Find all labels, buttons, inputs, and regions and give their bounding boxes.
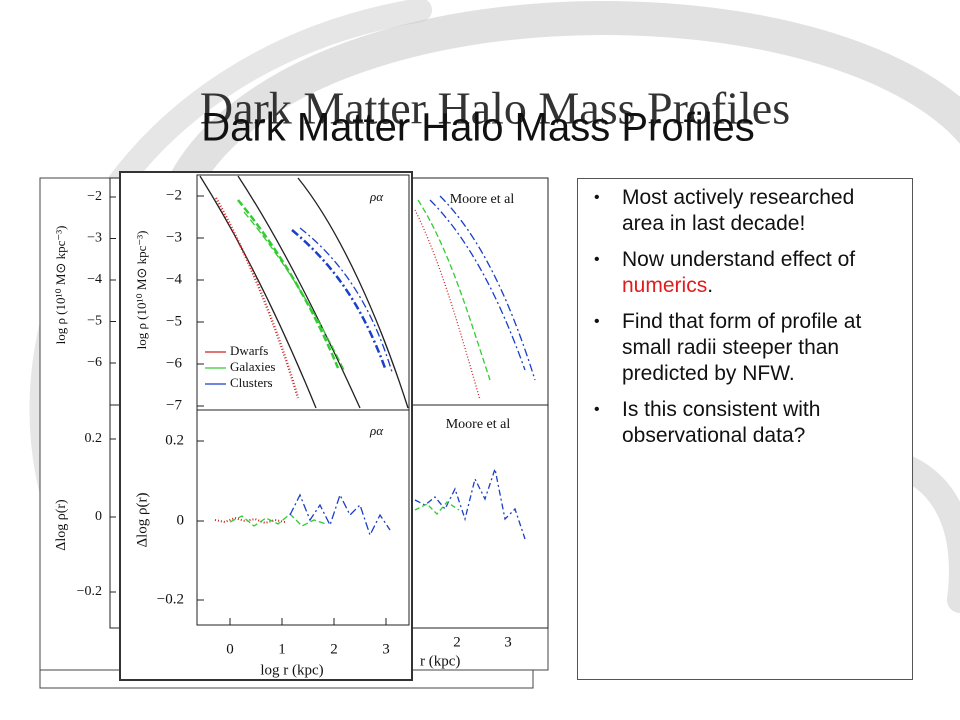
y-axis-label: Δlog ρ(r) — [54, 499, 69, 551]
bullet-text: Find that form of profile at small radii… — [622, 310, 862, 385]
y-axis-label: log ρ (10¹⁰ M⊙ kpc⁻³) — [53, 226, 68, 345]
y-tick-label: −4 — [87, 272, 102, 287]
y-tick-label: −3 — [166, 229, 182, 245]
y-tick-label: −4 — [166, 271, 182, 287]
y-tick-label: 0 — [95, 509, 102, 524]
x-axis-label: log r (kpc) — [260, 662, 323, 678]
bullet-text: Is this consistent with observational da… — [622, 398, 821, 447]
bullet: Most actively researched area in last de… — [594, 185, 902, 237]
back-left-figure: −2 −3 −4 −5 −6 0.2 0 −0.2 log ρ (10¹⁰ M⊙ kpc⁻³) Δ… — [53, 189, 116, 599]
y-axis-label: Δlog ρ(r) — [134, 492, 150, 547]
bullet-text: . — [707, 274, 714, 297]
x-tick-label: 0 — [226, 641, 234, 657]
bullet-text: Most actively researched area in last de… — [622, 186, 855, 235]
bullet-list: Most actively researched area in last de… — [588, 185, 902, 449]
x-tick-label: 3 — [382, 641, 390, 657]
bullet: Now understand effect of numerics. — [594, 247, 902, 299]
y-tick-label: −7 — [166, 397, 182, 413]
figure-frame — [119, 171, 413, 681]
y-tick-label: 0 — [177, 512, 185, 528]
x-tick-label: 1 — [278, 641, 286, 657]
x-tick-label: 2 — [330, 641, 338, 657]
panel-label: Moore et al — [446, 417, 511, 432]
y-tick-label: −6 — [87, 355, 102, 370]
title-serif: Dark Matter Halo Mass Profiles — [200, 83, 790, 134]
y-tick-label: −2 — [166, 187, 182, 203]
legend-label: Dwarfs — [230, 343, 268, 358]
y-tick-label: −0.2 — [77, 584, 102, 599]
legend-label: Clusters — [230, 375, 273, 390]
bullet-text: numerics — [622, 274, 708, 297]
plot-frame — [196, 174, 410, 626]
bullet: Find that form of profile at small radii… — [594, 309, 902, 387]
legend-label: Galaxies — [230, 359, 275, 374]
y-tick-label: 0.2 — [165, 432, 184, 448]
y-tick-label: −5 — [166, 313, 182, 329]
bullet: Is this consistent with observational da… — [594, 397, 902, 449]
panel-label: ρα — [369, 189, 384, 204]
moore-curves — [414, 195, 536, 540]
y-tick-label: −5 — [87, 314, 102, 329]
back-right-figure: Moore et al Moore et al 2 3 r (kpc) — [420, 192, 514, 669]
panel-label: Moore et al — [450, 192, 515, 207]
x-axis-label: r (kpc) — [420, 653, 460, 669]
bullet-text: Now understand effect of — [622, 248, 856, 271]
x-tick-label: 3 — [504, 634, 512, 650]
y-tick-label: −2 — [87, 189, 102, 204]
y-tick-label: 0.2 — [85, 431, 103, 446]
x-tick-label: 2 — [453, 634, 461, 650]
bullet-box: Most actively researched area in last de… — [577, 178, 913, 680]
panel-label: ρα — [369, 423, 384, 438]
y-axis-label: log ρ (10¹⁰ M⊙ kpc⁻³) — [134, 231, 149, 350]
title-sans: Dark Matter Halo Mass Profiles — [201, 106, 754, 150]
front-figure: −2 −3 −4 −5 −6 −7 0.2 0 −0.2 0 1 2 3 log r (kpc) log ρ… — [134, 187, 390, 678]
y-tick-label: −0.2 — [157, 591, 184, 607]
y-tick-label: −3 — [87, 231, 102, 246]
y-tick-label: −6 — [166, 355, 182, 371]
front-curves — [199, 175, 409, 537]
